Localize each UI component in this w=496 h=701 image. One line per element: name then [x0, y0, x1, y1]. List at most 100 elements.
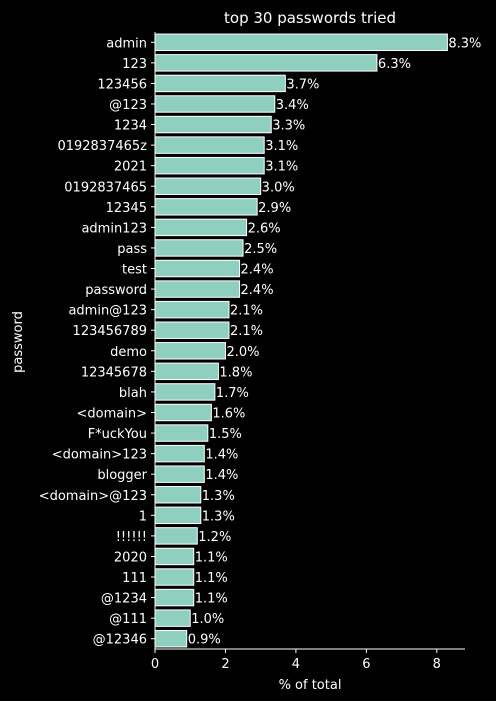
- bar-28: [154, 609, 191, 627]
- bar-3: [154, 95, 276, 113]
- y-tick-label-14: 123456789: [73, 324, 147, 339]
- data-label-1: 6.3%: [378, 57, 411, 72]
- data-label-26: 1.1%: [195, 571, 228, 586]
- bar-1: [154, 54, 378, 72]
- bar-19: [154, 424, 209, 442]
- data-label-27: 1.1%: [195, 592, 228, 607]
- data-label-11: 2.4%: [241, 263, 274, 278]
- bar-27: [154, 588, 195, 607]
- data-label-12: 2.4%: [241, 283, 274, 298]
- y-tick-label-9: admin123: [81, 221, 147, 236]
- y-tick-label-6: 2021: [114, 160, 147, 175]
- chart-title: top 30 passwords tried: [224, 9, 396, 27]
- y-tick-label-3: @123: [109, 98, 147, 113]
- x-tick-label-4: 8: [433, 657, 441, 672]
- data-label-29: 0.9%: [188, 633, 221, 648]
- bar-20: [154, 444, 205, 463]
- y-tick-label-7: 0192837465: [64, 180, 147, 195]
- bar-6: [154, 156, 265, 175]
- bar-0: [154, 33, 448, 52]
- bar-8: [154, 198, 258, 216]
- y-tick-label-0: admin: [106, 36, 147, 51]
- data-label-25: 1.1%: [195, 550, 228, 565]
- y-tick-label-5: 0192837465z: [57, 139, 147, 154]
- y-tick-label-25: 2020: [114, 550, 147, 565]
- data-label-20: 1.4%: [205, 448, 238, 463]
- bar-25: [154, 547, 195, 566]
- data-label-9: 2.6%: [248, 221, 281, 236]
- data-label-21: 1.4%: [205, 468, 238, 483]
- bar-21: [154, 465, 205, 483]
- y-tick-label-24: !!!!!!: [116, 530, 147, 545]
- bar-2: [154, 74, 286, 93]
- y-tick-label-21: blogger: [97, 468, 147, 483]
- y-tick-label-8: 12345: [106, 201, 147, 216]
- y-tick-label-29: @12346: [93, 633, 147, 648]
- data-label-14: 2.1%: [230, 324, 263, 339]
- data-label-19: 1.5%: [209, 427, 242, 442]
- bar-17: [154, 383, 216, 401]
- y-tick-label-12: password: [85, 283, 147, 298]
- data-label-8: 2.9%: [258, 201, 291, 216]
- data-label-17: 1.7%: [216, 386, 249, 401]
- axes-group: admin123123456@12312340192837465z2021019…: [39, 32, 465, 672]
- y-tick-label-19: F*uckYou: [88, 427, 147, 442]
- y-tick-label-4: 1234: [114, 119, 147, 134]
- y-tick-label-22: <domain>@123: [39, 489, 147, 504]
- data-label-6: 3.1%: [265, 160, 298, 175]
- data-label-7: 3.0%: [262, 180, 295, 195]
- x-tick-label-0: 0: [151, 657, 159, 672]
- bar-11: [154, 259, 241, 278]
- y-tick-label-18: <domain>: [77, 406, 147, 421]
- y-tick-label-17: blah: [119, 386, 147, 401]
- bar-12: [154, 280, 241, 298]
- y-tick-label-26: 111: [122, 571, 147, 586]
- bar-23: [154, 506, 202, 525]
- data-label-4: 3.3%: [272, 119, 305, 134]
- data-label-10: 2.5%: [244, 242, 277, 257]
- x-tick-label-1: 2: [221, 657, 229, 672]
- data-label-24: 1.2%: [198, 530, 231, 545]
- bar-10: [154, 239, 244, 257]
- bar-4: [154, 115, 272, 134]
- data-label-28: 1.0%: [191, 612, 224, 627]
- bar-14: [154, 321, 230, 339]
- x-axis-label: % of total: [279, 678, 342, 693]
- y-tick-label-1: 123: [122, 57, 147, 72]
- bar-16: [154, 362, 219, 381]
- y-tick-label-27: @1234: [101, 592, 147, 607]
- bar-9: [154, 218, 248, 237]
- data-label-0: 8.3%: [448, 36, 481, 51]
- data-label-15: 2.0%: [226, 345, 259, 360]
- data-label-16: 1.8%: [219, 365, 252, 380]
- bar-7: [154, 177, 262, 195]
- y-tick-label-28: @111: [109, 612, 147, 627]
- bar-15: [154, 342, 226, 360]
- y-tick-label-2: 123456: [97, 77, 147, 92]
- y-tick-label-11: test: [122, 263, 147, 278]
- data-label-22: 1.3%: [202, 489, 235, 504]
- y-tick-label-13: admin@123: [68, 304, 147, 319]
- x-tick-label-2: 4: [292, 657, 300, 672]
- y-tick-label-10: pass: [117, 242, 147, 257]
- data-label-5: 3.1%: [265, 139, 298, 154]
- y-axis-label: password: [11, 311, 26, 373]
- data-label-18: 1.6%: [212, 406, 245, 421]
- bars-group: 8.3% 6.3% 3.7% 3.4% 3.3% 3.1% 3.1% 3.0% 2.9% 2.6%…: [154, 33, 481, 648]
- data-label-13: 2.1%: [230, 304, 263, 319]
- y-tick-label-16: 12345678: [81, 365, 147, 380]
- y-tick-label-23: 1: [139, 509, 147, 524]
- bar-24: [154, 527, 198, 545]
- bar-13: [154, 300, 230, 319]
- bar-18: [154, 403, 212, 422]
- y-tick-label-15: demo: [110, 345, 147, 360]
- y-tick-label-20: <domain>123: [52, 448, 147, 463]
- bar-29: [154, 629, 188, 648]
- bar-5: [154, 136, 265, 154]
- x-tick-label-3: 6: [362, 657, 370, 672]
- data-label-3: 3.4%: [276, 98, 309, 113]
- data-label-23: 1.3%: [202, 509, 235, 524]
- bar-26: [154, 568, 195, 586]
- bar-22: [154, 486, 202, 504]
